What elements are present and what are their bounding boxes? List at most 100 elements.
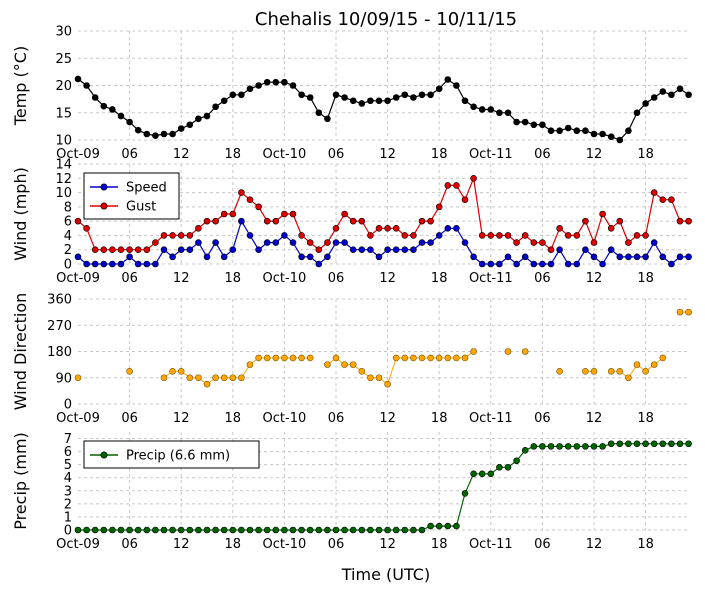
temp-series-0-point	[401, 91, 409, 99]
wind-series-0-point	[659, 253, 667, 261]
precip-series-0-point	[375, 526, 383, 534]
wind-series-0-point	[384, 246, 391, 254]
temp-xtick-label: 12	[173, 147, 190, 162]
temp-series-0-point	[410, 94, 417, 101]
precip-xtick-label: 12	[173, 537, 190, 552]
wind-series-1-point	[607, 224, 615, 232]
wind-series-1-point	[229, 210, 237, 218]
wind-series-0-point	[685, 253, 692, 261]
wdir-series-0-point	[349, 361, 357, 368]
wind-series-1-point	[401, 232, 409, 239]
wind-series-0-point	[650, 239, 658, 246]
temp-series-0-point	[478, 106, 486, 113]
wind-series-1-point	[410, 232, 417, 239]
precip-xtick-label: Oct-09	[56, 537, 100, 552]
wind-series-0-point	[427, 239, 434, 246]
wind-series-0-point	[633, 253, 641, 261]
wind-series-0-point	[91, 260, 99, 268]
precip-series-0-point	[298, 526, 305, 534]
temp-series-0-point	[255, 82, 262, 89]
temp-series-0-point	[272, 78, 280, 86]
temp-series-0-point	[134, 126, 142, 134]
panel-wind-direction: 0 90 180 270 360 Oct-09 06 12 18 Oct-10 06 12 18 Oct-…	[11, 293, 692, 426]
wind-series-0-point	[203, 253, 211, 261]
precip-series-0-point	[324, 526, 331, 534]
wind-xtick-label: Oct-10	[263, 271, 307, 286]
wind-legend	[83, 172, 180, 220]
temp-series-0-point	[220, 97, 228, 105]
precip-series-0-point	[186, 526, 194, 534]
wind-series-1-point	[341, 210, 348, 218]
precip-series-0-point	[564, 443, 572, 450]
precip-series-0-point	[263, 526, 271, 534]
precip-series-0-point	[367, 526, 374, 534]
temp-xtick-label: Oct-09	[56, 147, 100, 162]
wind-series-0-point	[255, 246, 262, 254]
wind-series-0-point	[358, 246, 366, 254]
wind-series-0-point	[152, 260, 159, 268]
wdir-series-0-point	[685, 308, 692, 316]
precip-series-0-point	[650, 440, 658, 448]
wind-legend-marker	[100, 202, 108, 210]
wind-series-0-point	[263, 239, 271, 246]
wind-series-1-point	[134, 246, 142, 254]
wdir-xtick-label: 12	[586, 411, 603, 426]
wdir-series-0-point	[461, 354, 469, 362]
precip-series-0-point	[401, 526, 409, 534]
precip-series-0-point	[177, 526, 185, 534]
wdir-series-0-point	[324, 361, 331, 368]
wdir-series-0-point	[470, 348, 477, 355]
wind-xtick-label: 06	[534, 271, 551, 286]
temp-series-0-point	[263, 78, 271, 86]
temp-series-0-point	[289, 82, 297, 89]
temp-series-0-point	[109, 106, 116, 113]
precip-series-0-point	[152, 526, 159, 534]
precip-series-0-point	[91, 526, 99, 534]
wind-series-1-point	[375, 224, 383, 232]
precip-series-0-point	[255, 526, 262, 534]
wind-series-0-point	[367, 246, 374, 254]
temp-series-0-point	[530, 121, 538, 129]
precip-series-0-point	[229, 526, 237, 534]
wdir-ytick-label: 90	[55, 371, 72, 386]
precip-series-0-point	[109, 526, 116, 534]
wind-series-1-point	[109, 246, 116, 254]
temp-series-0-point	[306, 94, 314, 101]
wdir-series-0-point	[229, 374, 237, 382]
wdir-series-0-point	[169, 368, 176, 375]
wind-series-1-point	[100, 246, 108, 254]
wind-series-1-point	[358, 217, 366, 225]
temp-series-0-point	[427, 91, 434, 99]
wind-series-0-point	[306, 253, 314, 261]
precip-series-0-point	[83, 526, 90, 534]
precip-series-0-point	[599, 443, 606, 450]
wdir-series-0-point	[358, 368, 366, 375]
temp-series-0-point	[298, 91, 305, 99]
wind-series-0-point	[238, 217, 245, 225]
wdir-series-0-point	[444, 354, 452, 362]
precip-series-0-point	[547, 443, 555, 450]
temp-series-0-point	[461, 97, 469, 105]
precip-ytick-label: 2	[64, 497, 72, 512]
wind-series-0-point	[220, 253, 228, 261]
wdir-series-0-point	[616, 368, 624, 375]
wdir-series-0-point	[650, 361, 658, 368]
wind-series-0-point	[281, 232, 288, 239]
wind-legend-label: Speed	[126, 181, 167, 196]
temp-ytick-label: 20	[55, 79, 72, 94]
wind-series-1-point	[582, 217, 589, 225]
temp-series-0-point	[186, 121, 194, 129]
precip-legend-label: Precip (6.6 mm)	[126, 449, 230, 464]
wind-series-1-point	[668, 196, 675, 204]
precip-series-0-point	[289, 526, 297, 534]
wdir-xtick-label: 18	[431, 411, 448, 426]
precip-series-0-point	[169, 526, 176, 534]
precip-xtick-label: 18	[225, 537, 242, 552]
wind-series-1-point	[530, 239, 538, 246]
wind-series-1-point	[461, 196, 469, 204]
temp-series-0-point	[367, 97, 374, 105]
wind-series-0-point	[590, 253, 598, 261]
wdir-series-0-point	[177, 368, 185, 375]
precip-series-0-point	[487, 470, 495, 478]
